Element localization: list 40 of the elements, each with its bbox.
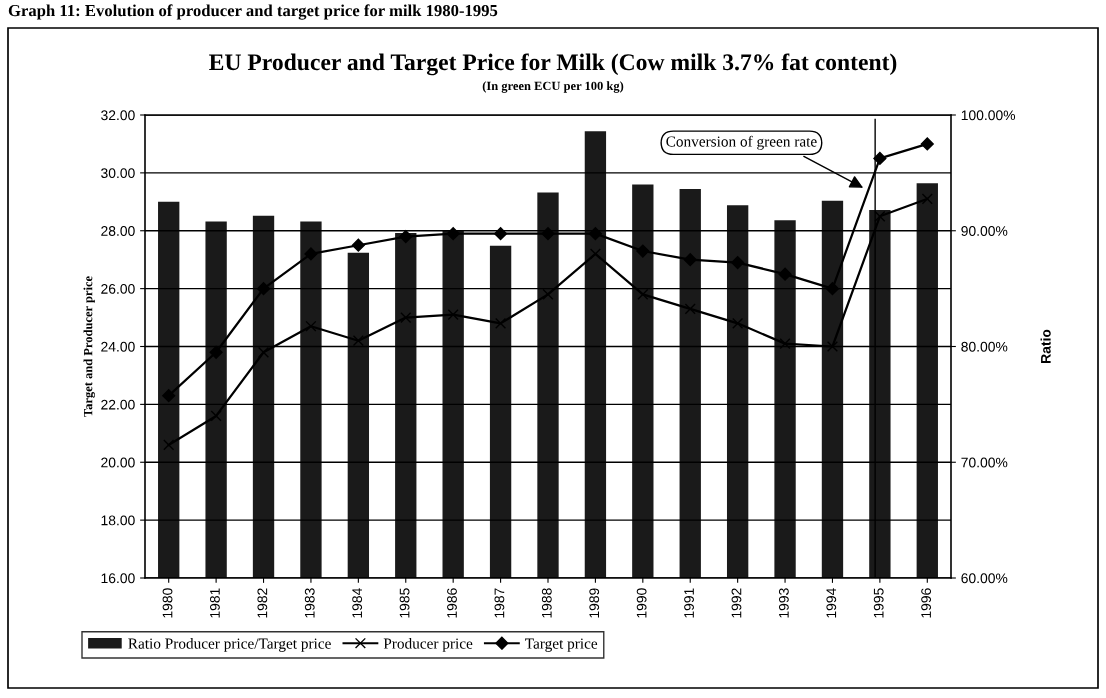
- y-tick-label: 24.00: [101, 341, 135, 352]
- y-tick-label: 16.00: [101, 573, 135, 584]
- x-tick-label: 1989: [589, 588, 600, 618]
- x-tick-label: 1987: [494, 588, 505, 618]
- y2-tick-label: 100.00%: [961, 110, 1016, 121]
- x-tick-label: 1996: [921, 588, 932, 618]
- x-tick-label: 1988: [541, 588, 552, 618]
- chart-subtitle: (In green ECU per 100 kg): [482, 81, 624, 93]
- y2-tick-label: 70.00%: [961, 457, 1008, 468]
- x-tick-label: 1984: [352, 588, 363, 618]
- y-tick-label: 30.00: [101, 168, 135, 179]
- legend-label: Producer price: [383, 637, 473, 652]
- x-tick-label: 1995: [873, 588, 884, 618]
- x-tick-label: 1985: [399, 588, 410, 618]
- y-tick-label: 26.00: [101, 283, 135, 294]
- y-tick-label: 20.00: [101, 457, 135, 468]
- y-tick-label: 22.00: [101, 399, 135, 410]
- caption: Graph 11: Evolution of producer and target price for milk 1980-1995: [8, 4, 498, 20]
- y-tick-label: 18.00: [101, 515, 135, 526]
- y-tick-label: 28.00: [101, 226, 135, 236]
- x-tick-label: 1992: [731, 588, 742, 618]
- y-axis-title: Target and Producer price: [83, 276, 95, 417]
- y2-tick-label: 80.00%: [961, 341, 1008, 352]
- legend-label: Ratio Producer price/Target price: [128, 637, 331, 652]
- y2-tick-label: 60.00%: [961, 573, 1008, 584]
- y2-tick-label: 90.00%: [961, 226, 1008, 236]
- x-tick-label: 1994: [826, 588, 837, 618]
- x-tick-label: 1990: [636, 588, 647, 618]
- x-tick-label: 1991: [684, 588, 694, 618]
- x-tick-label: 1986: [447, 588, 457, 618]
- y-tick-label: 32.00: [101, 110, 135, 121]
- x-tick-label: 1982: [257, 588, 268, 618]
- x-tick-label: 1981: [210, 588, 220, 618]
- annotation: Conversion of green rate: [666, 135, 817, 150]
- y2-axis-title: Ratio: [1040, 329, 1051, 363]
- legend-label: Target price: [525, 638, 598, 652]
- chart-title: EU Producer and Target Price for Milk (Cow milk 3.7% fat content): [209, 53, 897, 76]
- x-tick-label: 1980: [162, 588, 173, 618]
- x-tick-label: 1983: [304, 588, 315, 618]
- x-tick-label: 1993: [778, 588, 789, 618]
